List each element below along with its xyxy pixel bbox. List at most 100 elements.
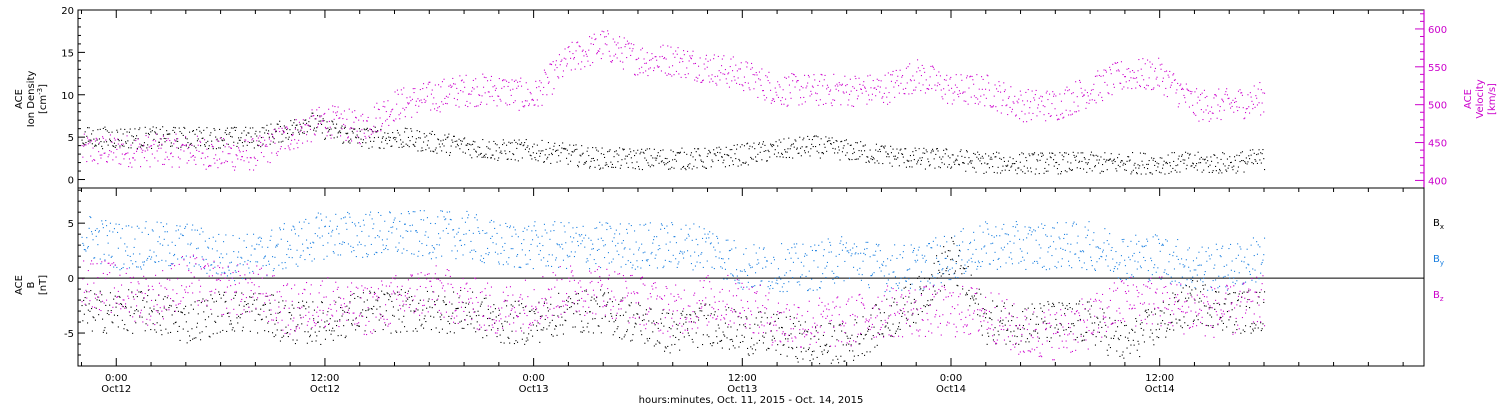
by-point	[224, 272, 226, 274]
velocity-point	[193, 159, 195, 161]
density-point	[751, 146, 753, 148]
by-point	[656, 236, 658, 238]
velocity-point	[103, 152, 105, 154]
by-point	[547, 260, 549, 262]
density-point	[284, 127, 286, 129]
by-point	[1046, 235, 1048, 237]
by-point	[570, 236, 572, 238]
by-point	[1197, 264, 1199, 266]
velocity-point	[1135, 87, 1137, 89]
by-point	[1151, 260, 1153, 262]
density-point	[986, 163, 988, 165]
density-point	[168, 133, 170, 135]
by-point	[705, 237, 707, 239]
density-point	[1224, 165, 1226, 167]
density-point	[438, 143, 440, 145]
by-point	[344, 216, 346, 218]
by-point	[1017, 230, 1019, 232]
bx-point	[272, 294, 274, 296]
velocity-point	[685, 77, 687, 79]
by-point	[741, 270, 743, 272]
density-point	[1053, 159, 1055, 161]
bx-point	[125, 305, 127, 307]
velocity-point	[542, 94, 544, 96]
density-point	[1103, 158, 1105, 160]
by-point	[453, 229, 455, 231]
density-point	[343, 127, 345, 129]
by-point	[988, 233, 990, 235]
by-point	[116, 266, 118, 268]
by-point	[822, 273, 824, 275]
density-point	[1241, 151, 1243, 153]
velocity-point	[754, 74, 756, 76]
by-point	[188, 268, 190, 270]
density-point	[443, 145, 445, 147]
by-point	[126, 246, 128, 248]
by-point	[1016, 224, 1018, 226]
bx-point	[162, 298, 164, 300]
by-point	[151, 256, 153, 258]
by-point	[648, 229, 650, 231]
by-point	[351, 251, 353, 253]
velocity-point	[194, 156, 196, 158]
by-point	[290, 248, 292, 250]
velocity-point	[251, 139, 253, 141]
density-point	[709, 152, 711, 154]
by-point	[132, 263, 134, 265]
by-point	[1098, 247, 1100, 249]
density-point	[538, 150, 540, 152]
density-point	[856, 142, 858, 144]
density-point	[167, 133, 169, 135]
bx-point	[314, 331, 316, 333]
bx-point	[140, 291, 142, 293]
density-point	[898, 165, 900, 167]
density-point	[942, 156, 944, 158]
velocity-point	[1081, 92, 1083, 94]
velocity-point	[619, 60, 621, 62]
density-point	[193, 145, 195, 147]
by-point	[1074, 253, 1076, 255]
by-point	[712, 233, 714, 235]
by-point	[336, 225, 338, 227]
density-point	[634, 168, 636, 170]
density-point	[396, 141, 398, 143]
velocity-point	[544, 71, 546, 73]
density-point	[954, 163, 956, 165]
by-point	[302, 243, 304, 245]
by-point	[792, 277, 794, 279]
by-point	[522, 230, 524, 232]
bx-point	[238, 315, 240, 317]
by-point	[453, 236, 455, 238]
by-point	[690, 255, 692, 257]
velocity-point	[256, 140, 258, 142]
density-point	[1128, 156, 1130, 158]
velocity-point	[766, 76, 768, 78]
by-point	[463, 233, 465, 235]
by-point	[1044, 224, 1046, 226]
density-point	[847, 143, 849, 145]
bx-point	[357, 296, 359, 298]
by-point	[475, 214, 477, 216]
by-point	[273, 268, 275, 270]
density-point	[374, 126, 376, 128]
velocity-point	[807, 74, 809, 76]
density-point	[653, 165, 655, 167]
by-point	[757, 259, 759, 261]
density-point	[619, 147, 621, 149]
by-point	[389, 211, 391, 213]
velocity-point	[370, 133, 372, 135]
by-point	[786, 290, 788, 292]
bx-point	[99, 290, 101, 292]
density-point	[253, 147, 255, 149]
velocity-point	[200, 141, 202, 143]
density-point	[148, 134, 150, 136]
by-point	[510, 248, 512, 250]
by-point	[177, 258, 179, 260]
by-point	[180, 233, 182, 235]
velocity-point	[1011, 111, 1013, 113]
density-point	[179, 131, 181, 133]
by-point	[1111, 247, 1113, 249]
by-point	[1079, 260, 1081, 262]
by-point	[438, 244, 440, 246]
velocity-point	[260, 152, 262, 154]
